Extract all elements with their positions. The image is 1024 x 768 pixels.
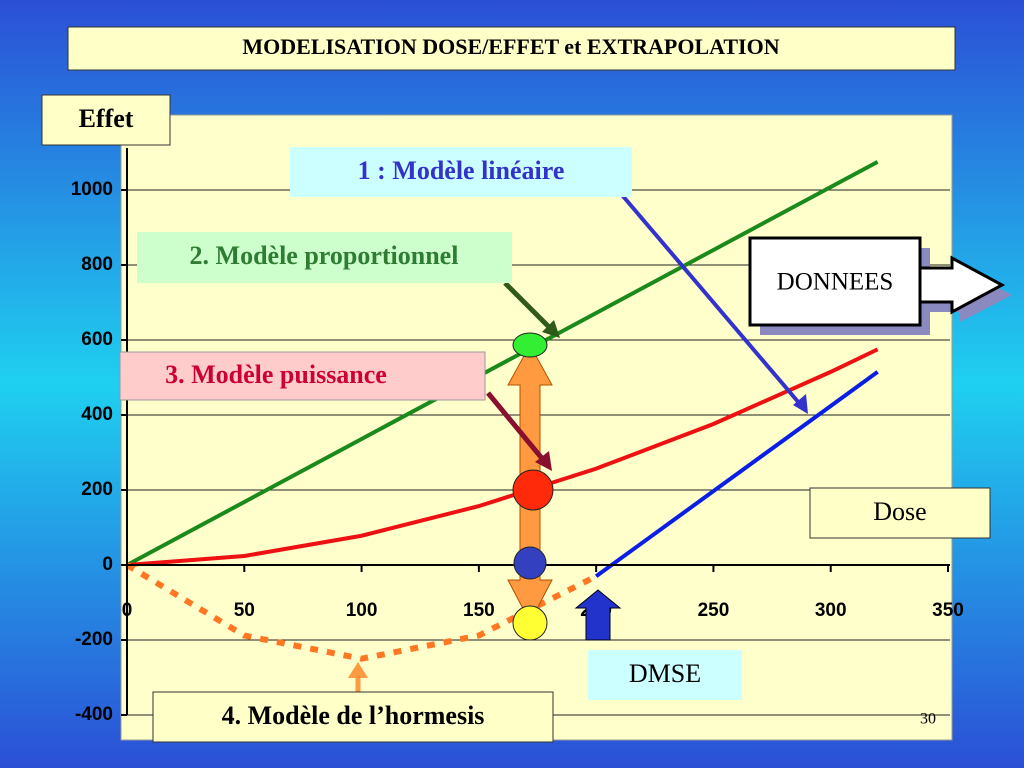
marker (512, 332, 548, 358)
annotation-box (290, 147, 632, 197)
x-label: Dose (873, 497, 926, 526)
x-tick-label: 300 (815, 600, 847, 621)
annotation: 4. Modèle de l’hormesis (222, 701, 485, 730)
arrow (486, 391, 547, 464)
y-label: Effet (79, 104, 134, 133)
annotation-box (152, 691, 554, 743)
arrow-head (542, 320, 560, 338)
x-tick-label: 0 (122, 600, 133, 621)
y-label-box (41, 94, 171, 146)
y-tick-label: 800 (81, 254, 113, 275)
arrow (620, 193, 807, 412)
annotation-box (588, 650, 742, 700)
x-tick-label: 350 (932, 600, 964, 621)
y-tick-label: 200 (81, 479, 113, 500)
y-tick-label: 600 (81, 329, 113, 350)
x-tick-label: 150 (463, 600, 495, 621)
annotation: 1 : Modèle linéaire (358, 156, 565, 185)
marker (513, 546, 547, 580)
y-tick-label: -200 (75, 629, 113, 650)
arrow-head (348, 662, 368, 678)
annotation: DONNEES (777, 269, 894, 296)
y-tick-label: -400 (75, 704, 113, 725)
annotation-box (119, 351, 486, 401)
data-arrow (918, 255, 1006, 315)
data-box (748, 236, 922, 327)
marker (512, 605, 548, 641)
y-tick-label: 0 (102, 554, 113, 575)
arrow-head (535, 451, 552, 471)
x-tick-label: 100 (346, 600, 378, 621)
x-label-box (809, 487, 991, 539)
title: MODELISATION DOSE/EFFET et EXTRAPOLATION (242, 34, 779, 59)
annotation: 2. Modèle proportionnel (190, 241, 459, 270)
dmse-arrow (574, 589, 622, 641)
series-line (594, 370, 879, 578)
y-tick-label: 1000 (71, 179, 113, 200)
y-tick-label: 400 (81, 404, 113, 425)
series-line (125, 562, 598, 662)
title-box (67, 26, 956, 71)
arrow-head (793, 394, 808, 414)
x-tick-label: 50 (234, 600, 255, 621)
marker (512, 469, 554, 511)
annotation: 3. Modèle puissance (165, 360, 387, 389)
arrow (503, 281, 554, 332)
annotation-box (137, 232, 512, 283)
annotation: DMSE (629, 659, 701, 688)
page-number: 30 (920, 711, 936, 728)
x-tick-label: 250 (698, 600, 730, 621)
